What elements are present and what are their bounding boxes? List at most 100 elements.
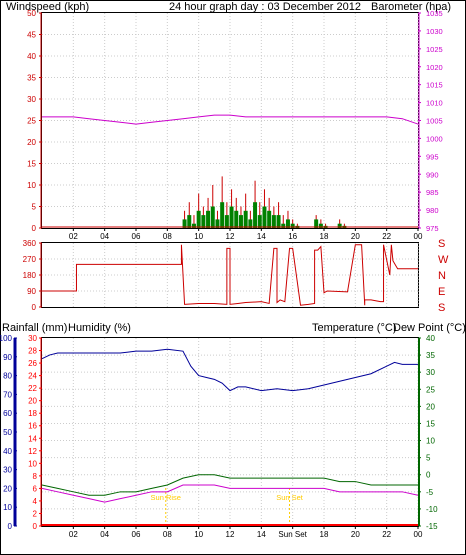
- baro-y-tick-label: 1005: [426, 117, 443, 126]
- barometer-line: [42, 114, 419, 125]
- temp-y-tick-label: 5: [426, 454, 431, 463]
- average-wind-bar: [201, 215, 206, 228]
- direction-y-tick-label: 90: [27, 287, 36, 296]
- average-wind-bar: [234, 210, 239, 228]
- rain-y-tick-label: 4: [33, 497, 38, 506]
- temp-y-tick-label: 10: [426, 437, 435, 446]
- windspeed-axis-title: Windspeed (kph): [6, 1, 89, 13]
- average-wind-bar: [318, 223, 323, 228]
- average-wind-bar: [238, 215, 243, 228]
- rainfall-axis-title: Rainfall (mm): [2, 322, 67, 334]
- wind-y-tick-label: 10: [27, 181, 36, 190]
- tick-labels: 0510152025303540455097598098599099510001…: [0, 9, 449, 539]
- wind-y-tick-label: 35: [27, 74, 36, 83]
- rain-y-tick-label: 2: [33, 509, 38, 518]
- wind-y-tick-label: 20: [27, 138, 36, 147]
- wind-x-tick-label: 10: [194, 232, 203, 241]
- wind-x-tick-label: 04: [100, 232, 109, 241]
- temp-y-tick-label: 0: [426, 471, 431, 480]
- average-wind-bar: [248, 219, 253, 228]
- average-wind-bar: [285, 219, 290, 228]
- barometer-axis-title: Barometer (hpa): [371, 1, 451, 13]
- humidity-y-tick-label: 20: [3, 484, 12, 493]
- compass-label: E: [438, 286, 445, 298]
- wind-y-tick-label: 30: [27, 95, 36, 104]
- average-wind-bar: [290, 223, 295, 228]
- average-wind-bar: [243, 210, 248, 228]
- humidity-y-tick-label: 30: [3, 466, 12, 475]
- baro-y-tick-label: 1020: [426, 63, 443, 72]
- temp-x-tick-label: 08: [163, 530, 172, 539]
- baro-y-tick-label: 1035: [426, 9, 443, 18]
- average-wind-bar: [229, 206, 234, 228]
- rain-y-tick-label: 20: [28, 397, 37, 406]
- average-wind-bar: [182, 219, 187, 228]
- direction-y-tick-label: 270: [23, 255, 37, 264]
- average-wind-bar: [224, 215, 229, 228]
- wind-y-tick-label: 50: [27, 9, 36, 18]
- chart-title: 24 hour graph day : 03 December 2012: [169, 1, 361, 13]
- average-wind-bar: [187, 215, 192, 228]
- compass-label: N: [438, 270, 446, 282]
- rain-y-tick-label: 0: [33, 522, 38, 531]
- rain-y-tick-label: 28: [28, 347, 37, 356]
- average-wind-bar: [276, 215, 281, 228]
- wind-x-tick-label: 20: [351, 232, 360, 241]
- rain-y-tick-label: 10: [28, 459, 37, 468]
- dewpoint-line: [41, 484, 419, 503]
- baro-y-tick-label: 1010: [426, 99, 443, 108]
- wind-y-tick-label: 15: [27, 160, 36, 169]
- baro-y-tick-label: 1000: [426, 134, 443, 143]
- humidity-y-tick-label: 100: [0, 334, 13, 343]
- temp-x-tick-label: 04: [100, 530, 109, 539]
- temp-y-tick-label: -15: [426, 522, 438, 531]
- rain-y-tick-label: 18: [28, 409, 37, 418]
- average-wind-bar: [220, 202, 225, 228]
- humidity-axis-title: Humidity (%): [68, 322, 131, 334]
- temperature-line: [41, 474, 418, 496]
- average-wind-bar: [337, 223, 342, 228]
- wind-y-tick-label: 40: [27, 52, 36, 61]
- average-wind-bar: [196, 210, 201, 228]
- humidity-y-tick-label: 40: [3, 447, 12, 456]
- humidity-y-tick-label: 10: [3, 503, 12, 512]
- wind-y-tick-label: 5: [32, 203, 37, 212]
- average-wind-bar: [206, 210, 211, 228]
- direction-y-tick-label: 0: [32, 303, 37, 312]
- rain-y-tick-label: 24: [28, 372, 37, 381]
- baro-y-tick-label: 990: [426, 170, 439, 179]
- data-series: [41, 114, 419, 526]
- temp-x-tick-label: 02: [69, 530, 78, 539]
- wind-x-tick-label: 14: [257, 232, 266, 241]
- temp-y-tick-label: -10: [426, 505, 438, 514]
- temp-y-tick-label: 30: [426, 368, 435, 377]
- direction-y-tick-label: 360: [23, 239, 37, 248]
- baro-y-tick-label: 995: [426, 152, 439, 161]
- humidity-y-tick-label: 90: [3, 353, 12, 362]
- temp-x-tick-label: 06: [132, 530, 141, 539]
- average-wind-bar: [267, 210, 272, 228]
- temp-y-tick-label: 40: [426, 334, 435, 343]
- rain-y-tick-label: 26: [28, 359, 37, 368]
- humidity-line: [41, 348, 418, 392]
- temp-x-tick-label: 10: [194, 530, 203, 539]
- wind-x-tick-label: 00: [414, 232, 423, 241]
- average-wind-bar: [262, 206, 267, 228]
- wind-y-tick-label: 0: [32, 224, 37, 233]
- wind-y-tick-label: 25: [27, 117, 36, 126]
- sunrise-marker-label: Sun Rise: [151, 493, 181, 502]
- temp-x-tick-label: 00: [414, 530, 423, 539]
- temp-y-tick-label: 20: [426, 402, 435, 411]
- wind-x-tick-label: 18: [320, 232, 329, 241]
- wind-x-tick-label: 12: [226, 232, 235, 241]
- average-wind-bar: [257, 215, 262, 228]
- temp-x-tick-label: 12: [226, 530, 235, 539]
- rain-y-tick-label: 14: [28, 434, 37, 443]
- humidity-y-tick-label: 60: [3, 409, 12, 418]
- dewpoint-axis-title: Dew Point (°C): [393, 322, 466, 334]
- average-wind-bar: [210, 206, 215, 228]
- wind-x-tick-label: 16: [288, 232, 297, 241]
- wind-x-tick-label: 22: [382, 232, 391, 241]
- temperature-axis-title: Temperature (°C): [312, 322, 396, 334]
